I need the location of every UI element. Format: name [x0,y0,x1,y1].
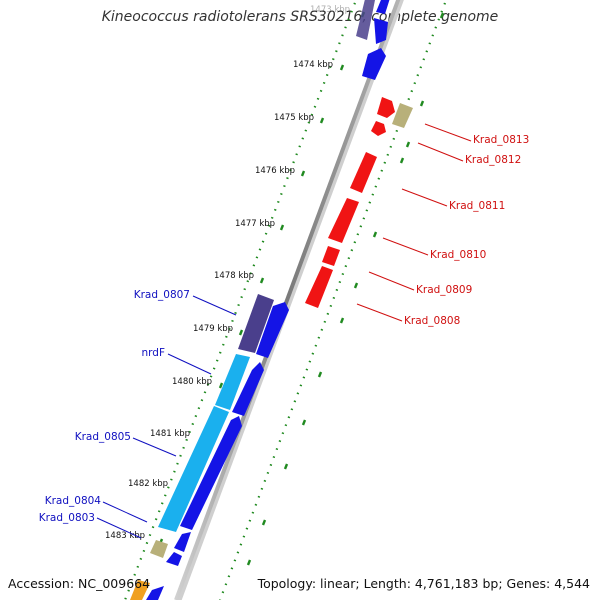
gene-label-krad-0807: Krad_0807 [134,289,190,301]
cds-blue-0804 [174,532,191,552]
gene-label-krad-0808: Krad_0808 [404,315,460,327]
cds-krad-0810-a [328,198,359,243]
forward-features-inner [146,0,390,600]
feature-olive-bottom [150,540,168,558]
scale-label-1480: 1480 kbp [172,377,212,387]
right-callout-lines [356,123,472,322]
forward-features-outer [130,0,375,600]
cds-krad-0811 [350,152,377,193]
feature-olive-top [392,103,413,128]
gene-labels-left: Krad_0807 nrdF Krad_0805 Krad_0804 Krad_… [39,289,190,524]
scale-ring-outer-right [218,0,448,600]
genome-summary-text: Topology: linear; Length: 4,761,183 bp; … [257,576,590,591]
cds-blue-top-a [376,0,390,14]
gene-label-krad-0804: Krad_0804 [45,495,102,507]
genome-backbone-shadow [174,0,404,600]
gene-labels-right: Krad_0813 Krad_0812 Krad_0811 Krad_0810 … [404,134,529,327]
gene-label-krad-0803: Krad_0803 [39,512,95,524]
cds-blue-bottom [146,586,164,600]
cds-blue-1474 [362,48,386,80]
cds-nrdF [215,354,250,410]
gene-label-krad-0810: Krad_0810 [430,249,486,261]
scale-label-1483: 1483 kbp [105,531,145,541]
cds-krad-0810-b [322,246,340,266]
gene-label-krad-0805: Krad_0805 [75,431,131,443]
genome-backbone [174,0,401,600]
scale-label-1476: 1476 kbp [255,166,295,176]
cds-blue-top-b [374,18,388,44]
cds-blue-0803 [166,552,182,566]
gene-label-krad-0812: Krad_0812 [465,154,521,166]
scale-label-1473: 1473 kbp [310,5,350,15]
scale-labels: 1473 kbp 1474 kbp 1475 kbp 1476 kbp 1477… [105,5,350,541]
gene-label-nrdF: nrdF [142,347,166,359]
scale-label-1482: 1482 kbp [128,479,168,489]
reverse-features [305,97,395,308]
gene-label-krad-0813: Krad_0813 [473,134,529,146]
cds-blue-1481 [180,416,242,530]
scale-label-1479: 1479 kbp [193,324,233,334]
cds-krad-0813 [377,97,395,118]
scale-label-1478: 1478 kbp [214,271,254,281]
cds-krad-0805 [158,406,229,532]
cds-krad-0807 [238,294,274,353]
cds-blue-1479 [256,302,289,358]
gene-label-krad-0811: Krad_0811 [449,200,505,212]
map-title: Kineococcus radiotolerans SRS30216, comp… [101,9,499,25]
feature-orange-bottom [130,580,150,600]
cds-krad-0812 [371,121,386,136]
cds-top-dark [356,0,375,40]
scale-label-1474: 1474 kbp [293,60,333,70]
accession-text: Accession: NC_009664 [8,576,151,591]
scale-label-1477: 1477 kbp [235,219,275,229]
left-callout-lines [96,295,237,539]
scale-label-1475: 1475 kbp [274,113,314,123]
scale-ring-outer-left [123,0,358,600]
cds-krad-0809 [305,266,333,308]
scale-label-1481: 1481 kbp [150,429,190,439]
cds-blue-1480 [232,362,264,416]
gene-label-krad-0809: Krad_0809 [416,284,472,296]
